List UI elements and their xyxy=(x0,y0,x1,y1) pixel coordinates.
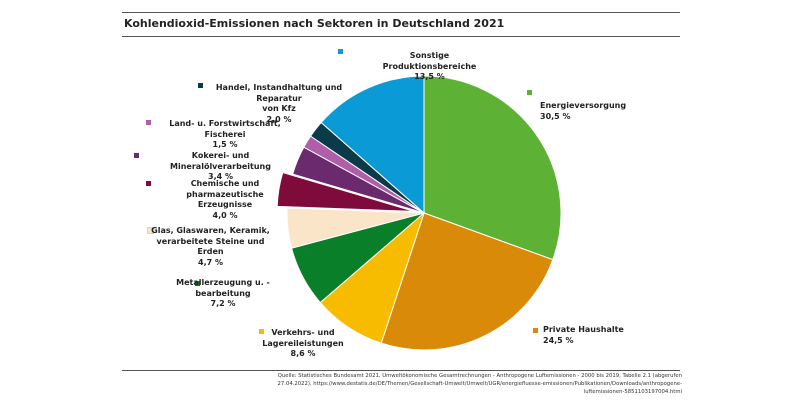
legend-swatch-9 xyxy=(338,49,343,54)
slice-label-percent: 2,0 % xyxy=(266,114,292,124)
slice-label-0: Energieversorgung 30,5 % xyxy=(540,101,660,122)
slice-label-8: Handel, Instandhaltung und Reparatur von … xyxy=(200,83,358,125)
slice-label-percent: 3,4 % xyxy=(208,172,233,181)
slice-label-percent: 7,2 % xyxy=(210,299,236,308)
slice-label-2: Verkehrs- und Lagereileistungen 8,6 % xyxy=(258,328,348,360)
pie-slice-5 xyxy=(276,171,415,212)
title-rule xyxy=(122,36,680,37)
legend-swatch-8 xyxy=(198,83,203,88)
slice-label-text: Chemische und xyxy=(190,179,260,188)
chart-title: Kohlendioxid-Emissionen nach Sektoren in… xyxy=(124,17,505,30)
slice-label-7: Land- u. Forstwirtschaft, Fischerei 1,5 % xyxy=(152,119,298,151)
slice-label-text: Handel, Instandhaltung und Reparatur xyxy=(215,83,343,103)
slice-label-percent: 4,0 % xyxy=(212,210,238,220)
top-rule xyxy=(122,12,680,13)
slice-label-text: bearbeitung xyxy=(195,288,251,298)
pie-slice-9 xyxy=(320,75,425,215)
slice-label-percent: 30,5 % xyxy=(540,111,571,121)
slice-label-1: Private Haushalte 24,5 % xyxy=(543,325,653,346)
pie-slice-1 xyxy=(380,212,554,351)
slice-label-percent: 1,5 % xyxy=(212,140,238,149)
slice-label-text: verarbeitete Steine und Erden xyxy=(156,236,265,257)
pie-slices xyxy=(276,75,562,351)
slice-label-text: Private Haushalte xyxy=(543,325,624,334)
legend-swatch-7 xyxy=(146,120,151,125)
legend-swatch-4 xyxy=(147,227,154,234)
legend-swatch-1 xyxy=(533,328,538,333)
slice-label-9: Sonstige Produktionsbereiche 13,5 % xyxy=(362,51,497,83)
slice-label-text: Metallerzeugung u. - xyxy=(176,278,270,287)
slice-label-3: Metallerzeugung u. - bearbeitung 7,2 % xyxy=(172,278,274,310)
slice-label-text: pharmazeutische Erzeugnisse xyxy=(186,189,264,210)
slice-label-4: Glas, Glaswaren, Keramik, verarbeitete St… xyxy=(143,226,278,268)
slice-label-percent: 4,7 % xyxy=(198,257,223,267)
slice-label-text: von Kfz xyxy=(262,104,296,113)
slice-label-text: Land- u. Forstwirtschaft, Fischerei xyxy=(169,119,281,139)
slice-label-text: Kokerei- und Mineralölverarbeitung xyxy=(170,151,271,171)
pie-slice-4 xyxy=(286,207,425,249)
slice-label-text: Glas, Glaswaren, Keramik, xyxy=(151,226,270,235)
bottom-rule xyxy=(122,370,680,371)
slice-label-5: Chemische und pharmazeutische Erzeugnisse… xyxy=(160,179,290,221)
slice-label-percent: 8,6 % xyxy=(290,349,316,358)
legend-swatch-0 xyxy=(527,90,532,95)
slice-label-text: Energieversorgung xyxy=(540,101,627,110)
slice-label-text: Sonstige Produktionsbereiche xyxy=(382,51,477,71)
slice-label-text: Lagereileistungen xyxy=(262,338,344,348)
slice-label-text: Verkehrs- und xyxy=(271,328,335,337)
pie-slice-0 xyxy=(423,75,562,261)
legend-swatch-5 xyxy=(146,181,151,186)
legend-swatch-3 xyxy=(195,281,200,286)
slice-label-percent: 24,5 % xyxy=(543,335,574,345)
source-note: Quelle: Statistisches Bundesamt 2021, Um… xyxy=(277,373,682,395)
legend-swatch-6 xyxy=(134,153,139,158)
slice-label-6: Kokerei- und Mineralölverarbeitung 3,4 % xyxy=(148,151,293,183)
legend-swatch-2 xyxy=(259,329,264,334)
slice-label-percent: 13,5 % xyxy=(414,72,445,81)
